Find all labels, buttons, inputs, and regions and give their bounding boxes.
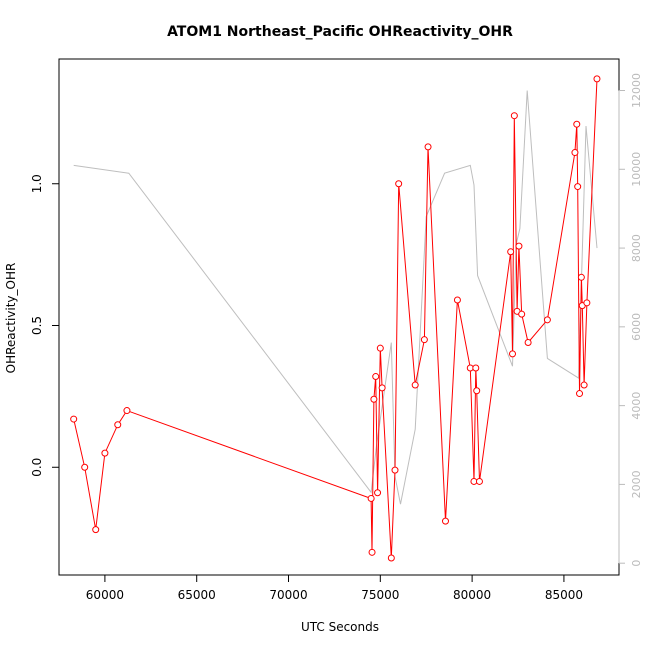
ohr-point: [372, 373, 380, 381]
y2-tick-label: 2000: [630, 470, 643, 498]
ohr-point: [387, 554, 395, 562]
ohr-point: [368, 548, 376, 556]
ohr-point: [453, 296, 461, 304]
ohr-point: [376, 344, 384, 352]
chart-title: ATOM1 Northeast_Pacific OHReactivity_OHR: [167, 24, 513, 40]
ohr-point: [509, 350, 517, 358]
ohr-point: [573, 120, 581, 128]
plot-frame: [58, 58, 620, 576]
ohr-point: [580, 381, 588, 389]
x-tick-label: 75000: [361, 588, 399, 602]
y2-axis: 0 2000 4000 6000 8000 10000 12000: [618, 73, 643, 567]
y-tick-label: 0.0: [30, 458, 44, 477]
ohr-point: [92, 526, 100, 534]
ohr-point: [101, 449, 109, 457]
ohr-point: [81, 463, 89, 471]
x-tick-label: 85000: [545, 588, 583, 602]
ohr-point: [583, 299, 591, 307]
y-tick-label: 1.0: [30, 174, 44, 193]
ohr-point: [524, 339, 532, 347]
ohr-point: [114, 421, 122, 429]
ohr-series-line: [73, 78, 598, 559]
ohr-point: [507, 248, 515, 256]
ohr-point: [571, 149, 579, 157]
x-axis-label: UTC Seconds: [301, 620, 379, 634]
y-axis: 0.0 0.5 1.0: [30, 174, 60, 477]
ohr-point: [472, 364, 480, 372]
ohr-point: [395, 180, 403, 188]
ohr-point: [391, 466, 399, 474]
ohr-point: [374, 489, 382, 497]
ohr-point: [576, 390, 584, 398]
ohr-point: [370, 395, 378, 403]
y2-tick-label: 0: [630, 560, 643, 567]
y2-tick-label: 10000: [630, 152, 643, 187]
ohr-point: [473, 387, 481, 395]
x-axis: 60000 65000 70000 75000 80000 85000: [86, 574, 583, 602]
y-axis-label: OHReactivity_OHR: [4, 263, 18, 374]
ohr-point: [515, 242, 523, 250]
series-layer: [70, 75, 601, 562]
y2-tick-label: 12000: [630, 73, 643, 108]
ohr-point: [577, 273, 585, 281]
y-tick-label: 0.5: [30, 316, 44, 335]
ohr-point: [518, 310, 526, 318]
ohr-point: [123, 407, 131, 415]
ohr-point: [378, 384, 386, 392]
ohr-point: [367, 494, 375, 502]
ohr-point: [424, 143, 432, 151]
altitude-series-line: [73, 90, 598, 505]
ohr-point: [510, 112, 518, 120]
ohr-point: [574, 183, 582, 191]
x-tick-label: 80000: [453, 588, 491, 602]
x-tick-label: 65000: [178, 588, 216, 602]
ohr-point: [475, 477, 483, 485]
y2-tick-label: 8000: [630, 234, 643, 262]
ohr-point: [593, 75, 601, 83]
ohr-point: [411, 381, 419, 389]
y2-tick-label: 4000: [630, 392, 643, 420]
ohr-point: [543, 316, 551, 324]
ohr-point: [70, 415, 78, 423]
ohr-point: [420, 336, 428, 344]
x-tick-label: 60000: [86, 588, 124, 602]
y2-tick-label: 6000: [630, 313, 643, 341]
x-tick-label: 70000: [269, 588, 307, 602]
ohr-point: [441, 517, 449, 525]
